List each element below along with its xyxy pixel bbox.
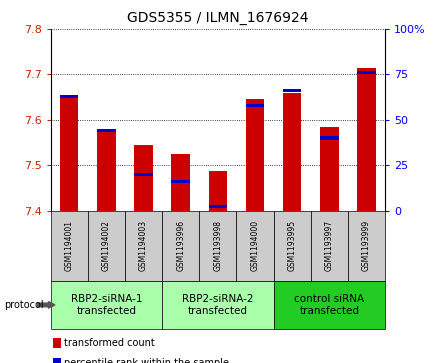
Bar — [171, 180, 190, 183]
Text: transformed count: transformed count — [64, 338, 155, 348]
Text: GSM1193999: GSM1193999 — [362, 220, 371, 272]
Text: protocol: protocol — [4, 300, 44, 310]
Text: control siRNA
transfected: control siRNA transfected — [294, 294, 364, 316]
Text: GSM1194003: GSM1194003 — [139, 220, 148, 272]
Bar — [209, 171, 227, 211]
Bar — [97, 129, 116, 132]
Text: RBP2-siRNA-2
transfected: RBP2-siRNA-2 transfected — [182, 294, 253, 316]
Bar — [246, 104, 264, 107]
Bar — [283, 93, 301, 211]
Bar — [357, 68, 376, 211]
Text: GSM1193997: GSM1193997 — [325, 220, 334, 272]
Bar — [209, 205, 227, 208]
Text: GSM1194000: GSM1194000 — [250, 220, 260, 272]
Title: GDS5355 / ILMN_1676924: GDS5355 / ILMN_1676924 — [127, 11, 308, 25]
Text: RBP2-siRNA-1
transfected: RBP2-siRNA-1 transfected — [70, 294, 142, 316]
Bar — [357, 71, 376, 74]
Text: GSM1194002: GSM1194002 — [102, 220, 111, 272]
Bar — [171, 154, 190, 211]
Text: GSM1193996: GSM1193996 — [176, 220, 185, 272]
Bar — [97, 131, 116, 211]
Bar — [134, 173, 153, 176]
Text: GSM1194001: GSM1194001 — [65, 220, 73, 272]
Text: percentile rank within the sample: percentile rank within the sample — [64, 358, 229, 363]
Bar — [283, 89, 301, 92]
Bar — [246, 99, 264, 211]
Text: GSM1193995: GSM1193995 — [288, 220, 297, 272]
Bar — [320, 136, 338, 139]
Bar — [134, 145, 153, 211]
Text: GSM1193998: GSM1193998 — [213, 220, 222, 272]
Bar — [60, 95, 78, 211]
Bar — [320, 127, 338, 211]
Bar — [60, 95, 78, 98]
